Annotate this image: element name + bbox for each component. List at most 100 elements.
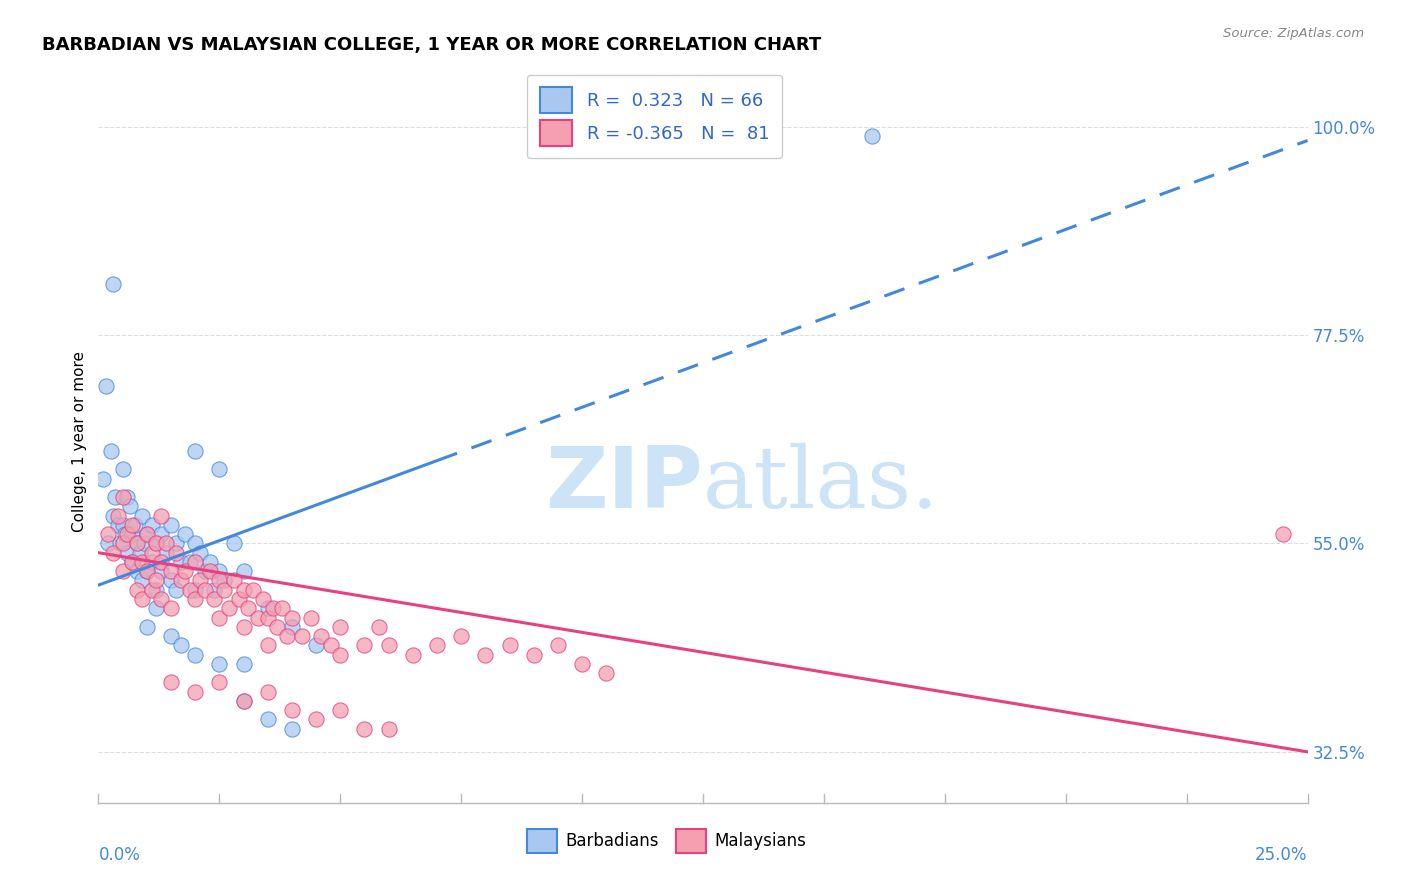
Point [353,638,375,652]
Point [368,620,391,634]
Point [276,629,298,643]
Point [184,648,207,662]
Text: ZIP: ZIP [546,443,703,526]
Point [145,601,167,615]
Point [299,610,322,624]
Y-axis label: College, 1 year or more: College, 1 year or more [72,351,87,532]
Point [426,638,449,652]
Point [450,629,472,643]
Point [145,574,167,588]
Point [141,555,163,569]
Point [184,443,207,458]
Point [111,490,134,504]
Point [208,574,231,588]
Point [135,620,157,634]
Point [131,574,153,588]
Point [198,555,221,569]
Point [141,582,163,597]
Point [134,536,156,550]
Point [208,462,231,476]
Point [232,657,254,671]
Legend: Barbadians, Malaysians: Barbadians, Malaysians [520,822,813,860]
Point [305,638,328,652]
Point [271,601,294,615]
Point [150,592,173,607]
Point [242,582,264,597]
Point [329,648,352,662]
Text: 0.0%: 0.0% [98,847,141,864]
Point [127,536,149,550]
Point [319,638,342,652]
Point [222,574,245,588]
Point [97,527,120,541]
Point [141,517,163,532]
Point [198,564,221,578]
Point [179,555,201,569]
Point [256,610,278,624]
Point [256,713,278,727]
Point [232,620,254,634]
Point [160,574,183,588]
Point [194,564,217,578]
Point [165,536,187,550]
Point [281,722,304,736]
Point [377,722,399,736]
Point [232,564,254,578]
Point [118,500,141,514]
Point [222,536,245,550]
Point [97,536,120,550]
Point [165,582,187,597]
Point [104,490,127,504]
Point [117,527,139,541]
Point [111,462,134,476]
Point [595,666,617,681]
Point [135,564,157,578]
Text: atlas.: atlas. [703,443,939,526]
Point [160,517,183,532]
Point [377,638,399,652]
Point [498,638,520,652]
Point [290,629,312,643]
Point [94,379,117,393]
Point [155,536,177,550]
Point [101,508,124,523]
Point [124,517,146,532]
Point [111,564,134,578]
Point [194,582,217,597]
Point [169,574,191,588]
Point [165,546,187,560]
Point [174,527,197,541]
Point [160,601,183,615]
Point [117,546,139,560]
Point [188,574,211,588]
Point [266,620,288,634]
Point [131,508,153,523]
Point [127,564,149,578]
Point [121,555,143,569]
Point [135,527,157,541]
Point [127,582,149,597]
Point [204,592,226,607]
Point [155,546,177,560]
Point [252,592,274,607]
Point [523,648,546,662]
Point [179,582,201,597]
Point [101,277,124,291]
Point [117,490,139,504]
Text: BARBADIAN VS MALAYSIAN COLLEGE, 1 YEAR OR MORE CORRELATION CHART: BARBADIAN VS MALAYSIAN COLLEGE, 1 YEAR O… [42,36,821,54]
Point [131,592,153,607]
Point [1272,527,1295,541]
Point [127,536,149,550]
Point [145,536,167,550]
Point [329,620,352,634]
Point [232,694,254,708]
Point [353,722,375,736]
Point [212,582,235,597]
Point [256,601,278,615]
Point [212,574,235,588]
Point [101,546,124,560]
Point [305,713,328,727]
Point [256,638,278,652]
Point [111,536,134,550]
Point [114,527,136,541]
